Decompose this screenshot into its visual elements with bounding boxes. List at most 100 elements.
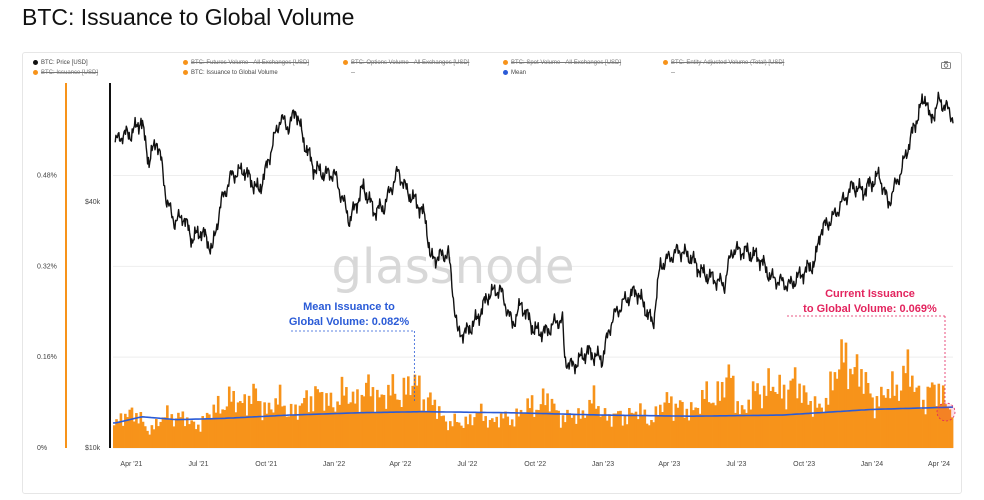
- camera-icon[interactable]: [941, 61, 951, 69]
- issuance-bar: [345, 387, 348, 448]
- issuance-bar: [862, 393, 865, 448]
- issuance-bar: [177, 412, 180, 448]
- legend-item[interactable]: BTC: Futures Volume - All Exchanges [USD…: [183, 59, 309, 67]
- legend-item[interactable]: --: [663, 69, 675, 77]
- legend-dot-icon: [183, 59, 188, 65]
- issuance-bar: [528, 408, 532, 448]
- issuance-bar: [466, 424, 470, 448]
- issuance-bar: [840, 339, 843, 448]
- issuance-bar: [272, 412, 275, 448]
- issuance-bar: [893, 395, 896, 448]
- issuance-bar: [643, 409, 647, 448]
- issuance-bar: [325, 393, 328, 448]
- issuance-bar: [486, 427, 490, 448]
- legend-item[interactable]: BTC: Issuance [USD]: [33, 69, 98, 77]
- issuance-bar: [561, 415, 565, 448]
- issuance-bar: [933, 384, 936, 448]
- mean-annotation-text: Mean Issuance to: [303, 301, 395, 313]
- issuance-bar: [464, 416, 468, 448]
- issuance-bar: [778, 374, 781, 448]
- issuance-bar: [712, 402, 715, 448]
- issuance-bar: [185, 417, 189, 448]
- issuance-bar: [115, 419, 118, 448]
- issuance-bar: [550, 398, 554, 448]
- issuance-bar: [652, 422, 655, 448]
- issuance-bar: [705, 381, 709, 448]
- issuance-bar: [568, 413, 571, 448]
- legend-dot-icon: [343, 59, 348, 65]
- issuance-bar: [650, 419, 653, 448]
- issuance-bar: [174, 418, 178, 448]
- issuance-bar: [422, 399, 426, 448]
- issuance-bar: [250, 403, 253, 448]
- x-tick-label: Apr '24: [928, 461, 950, 468]
- issuance-bar: [685, 408, 689, 448]
- issuance-bar: [930, 382, 934, 448]
- issuance-bar: [369, 396, 373, 448]
- issuance-bar: [223, 409, 227, 448]
- issuance-bar: [152, 429, 156, 448]
- issuance-bar: [937, 383, 941, 448]
- issuance-bar: [765, 395, 768, 448]
- mean-line: [112, 406, 954, 424]
- legend-item[interactable]: Mean: [503, 69, 526, 77]
- issuance-bar: [563, 422, 567, 448]
- issuance-bar: [276, 404, 280, 448]
- issuance-bar: [659, 404, 662, 448]
- issuance-bar: [667, 402, 671, 448]
- issuance-bar: [221, 409, 224, 448]
- issuance-bar: [389, 395, 392, 448]
- issuance-bar: [533, 416, 536, 448]
- legend-item[interactable]: BTC: Entity-Adjusted Volume (Total) [USD…: [663, 59, 784, 67]
- issuance-bar: [703, 398, 706, 448]
- issuance-bar: [254, 388, 258, 448]
- issuance-bar: [216, 395, 220, 448]
- issuance-bar: [305, 390, 308, 448]
- issuance-bar: [351, 391, 355, 448]
- issuance-bar: [939, 403, 943, 448]
- issuance-bar: [437, 406, 441, 448]
- issuance-bar: [597, 406, 600, 448]
- issuance-bar: [698, 413, 702, 448]
- issuance-bar: [415, 385, 419, 448]
- issuance-bar: [398, 399, 401, 448]
- issuance-bar: [404, 394, 408, 448]
- issuance-bar: [811, 416, 815, 448]
- issuance-bar: [210, 418, 213, 448]
- issuance-bar: [214, 412, 218, 448]
- issuance-bar: [747, 399, 751, 448]
- issuance-bar: [170, 414, 174, 448]
- issuance-bar: [815, 407, 819, 448]
- issuance-bar: [161, 417, 165, 448]
- issuance-bar: [935, 406, 938, 448]
- issuance-bar: [603, 408, 607, 448]
- issuance-bar: [831, 390, 835, 448]
- issuance-bar: [625, 424, 629, 448]
- issuance-bar: [285, 416, 289, 448]
- issuance-bar: [758, 394, 762, 448]
- issuance-bar: [773, 392, 777, 448]
- issuance-bar: [460, 425, 463, 448]
- issuance-bar: [327, 405, 331, 448]
- issuance-bar: [824, 397, 828, 448]
- issuance-bar: [838, 369, 841, 448]
- legend-dot-icon: [33, 69, 38, 75]
- issuance-bar: [599, 416, 602, 448]
- issuance-bar: [575, 423, 578, 448]
- legend-item[interactable]: BTC: Price [USD]: [33, 59, 88, 67]
- issuance-bar: [371, 387, 375, 448]
- issuance-bar: [590, 403, 594, 448]
- legend-item[interactable]: BTC: Options Volume - All Exchanges [USD…: [343, 59, 469, 67]
- issuance-bar: [729, 377, 733, 448]
- issuance-bar: [258, 401, 262, 448]
- issuance-bar: [822, 412, 826, 448]
- issuance-bar: [380, 394, 384, 448]
- issuance-bar: [442, 415, 445, 448]
- legend-item[interactable]: BTC: Spot Volume - All Exchanges [USD]: [503, 59, 621, 67]
- legend-item[interactable]: --: [343, 69, 355, 77]
- issuance-bar: [497, 427, 501, 448]
- issuance-bar: [307, 412, 311, 448]
- issuance-bar: [692, 410, 695, 448]
- legend-item[interactable]: BTC: Issuance to Global Volume: [183, 69, 278, 77]
- issuance-bar: [387, 384, 390, 448]
